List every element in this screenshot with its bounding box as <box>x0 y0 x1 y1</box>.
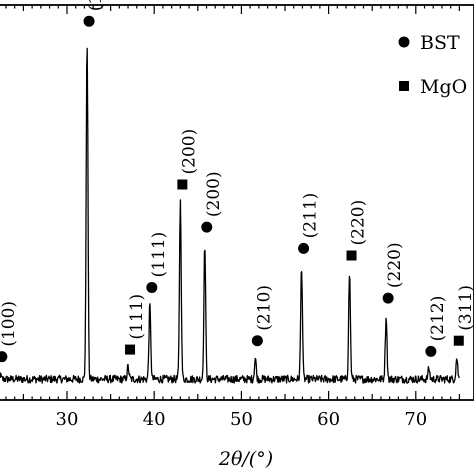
legend-marker-circle <box>398 36 410 48</box>
x-tick-label: 60 <box>317 409 340 430</box>
peak-label: (311) <box>456 285 474 331</box>
peak-marker-bst <box>298 242 310 254</box>
peak-label: (220) <box>349 200 369 246</box>
peak-label: (211) <box>301 193 321 239</box>
x-tick-label: 70 <box>404 409 427 430</box>
peak-label: (200) <box>204 171 224 217</box>
peak-marker-bst <box>83 15 95 27</box>
legend: BST MgO <box>398 32 467 98</box>
peak-marker-mgo <box>125 344 136 355</box>
x-axis-ticks <box>5 5 460 400</box>
peak-marker-bst <box>0 351 8 363</box>
peak-label: (111) <box>149 232 169 278</box>
peak-marker-mgo <box>177 179 188 190</box>
legend-label: BST <box>420 32 460 54</box>
peak-label: (100) <box>0 301 19 347</box>
peak-marker-bst <box>382 292 394 304</box>
plot-frame <box>0 4 474 401</box>
legend-marker-square <box>399 81 409 91</box>
peak-marker-bst <box>201 221 213 233</box>
peak-label: (212) <box>428 296 448 342</box>
peak-label: (220) <box>385 242 405 288</box>
x-tick-label: 50 <box>230 409 253 430</box>
peak-label: (210) <box>254 285 274 331</box>
x-axis-tick-labels: 30 40 50 60 70 <box>56 409 428 430</box>
xrd-pattern-line <box>0 47 460 384</box>
x-tick-label: 30 <box>56 409 79 430</box>
peak-marker-mgo <box>453 335 464 346</box>
peak-labels: (100) (110) (111)(111) (200)(200) (210) (211)… <box>0 0 474 347</box>
peak-marker-bst <box>146 281 158 293</box>
peak-marker-bst <box>425 345 437 357</box>
peak-marker-mgo <box>346 250 357 261</box>
peak-markers <box>0 15 464 363</box>
peak-marker-bst <box>251 335 263 347</box>
x-tick-label: 40 <box>143 409 166 430</box>
peak-label: (200) <box>179 129 199 175</box>
peak-label: (111) <box>127 294 147 340</box>
peak-label: (110) <box>86 0 106 11</box>
x-axis-label: 2θ/(°) <box>218 448 273 470</box>
legend-label: MgO <box>420 76 467 98</box>
